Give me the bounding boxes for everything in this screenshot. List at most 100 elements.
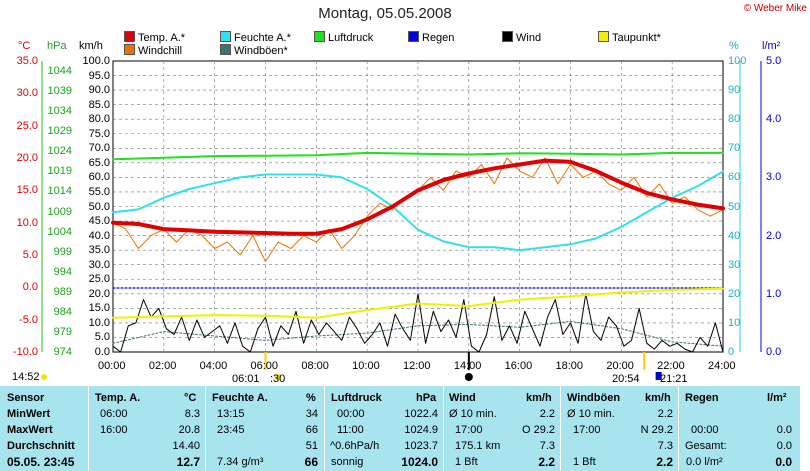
wind-tick-label: 45.0	[88, 215, 110, 228]
wind-tick-label: 65.0	[88, 156, 110, 169]
row-min-label: MinWert	[7, 408, 51, 420]
time-tick-label: 06:00	[250, 360, 279, 372]
min-press-time: 00:00	[337, 408, 365, 420]
header-gust-unit: km/h	[645, 392, 671, 404]
legend-swatch-gusts	[220, 44, 231, 55]
wind-tick-label: 30.0	[88, 258, 110, 271]
max-gust-time: 17:00	[573, 424, 601, 436]
max-hum-value: 66	[305, 424, 318, 436]
rain-tick-label: 5.0	[766, 55, 782, 67]
wind-tick-label: 5.0	[94, 331, 110, 344]
wind-axis-unit: km/h	[79, 40, 103, 52]
min-temp-time: 06:00	[100, 408, 128, 420]
pressure-tick-label: 989	[53, 285, 72, 298]
rain-tick-label: 0.0	[766, 346, 782, 358]
current-abs-humidity: 7.34 g/m³	[217, 456, 264, 468]
max-wind-time: 17:00	[455, 424, 483, 436]
moon-phase-icon	[464, 373, 473, 381]
avg-hum-value: 51	[305, 440, 318, 452]
wind-tick-label: 25.0	[88, 273, 110, 286]
wind-tick-label: 75.0	[88, 127, 110, 140]
wind-tick-label: 55.0	[88, 185, 110, 198]
humidity-tick-label: 80	[728, 113, 741, 126]
time-tick-label: 22:00	[657, 360, 685, 372]
header-humidity-unit: %	[306, 392, 316, 404]
row-max-label: MaxWert	[7, 424, 53, 436]
current-gust-bft: 1 Bft	[573, 456, 596, 468]
wind-tick-label: 10.0	[88, 316, 110, 329]
time-tick-label: 10:00	[352, 360, 380, 372]
header-humidity: Feuchte A.	[212, 392, 268, 404]
copyright-text: © Weber Mike	[743, 3, 807, 14]
wind-tick-label: 70.0	[88, 142, 110, 155]
wind-tick-label: 90.0	[88, 84, 110, 97]
avg-press-trend: ^0.6hPa/h	[330, 440, 380, 452]
min-temp-value: 8.3	[184, 408, 200, 420]
legend-dewpoint: Taupunkt*	[598, 31, 661, 44]
min-gust-label: Ø 10 min.	[567, 408, 615, 420]
wind-tick-label: 15.0	[88, 302, 110, 315]
current-wind-bft: 1 Bft	[455, 456, 478, 468]
pressure-tick-label: 1019	[47, 165, 72, 178]
wind-tick-label: 20.0	[88, 287, 110, 300]
pressure-tick-label: 1044	[47, 65, 72, 78]
max-rain-value: 0.0	[776, 424, 792, 436]
header-wind-unit: km/h	[526, 392, 552, 404]
legend-swatch-dewpoint	[598, 31, 609, 42]
avg-temp-value: 14.40	[172, 440, 200, 452]
moonset-time: 14:52	[12, 371, 40, 383]
max-gust-value: N 29.2	[640, 424, 673, 436]
humidity-tick-label: 30	[728, 258, 741, 271]
time-tick-label: 14:00	[453, 360, 482, 372]
pressure-tick-label: 994	[53, 265, 72, 278]
moonrise-time: 21:21	[660, 373, 688, 385]
sunrise-end-time: :30	[270, 373, 286, 385]
stats-table	[0, 386, 800, 471]
current-wind-value: 2.2	[538, 455, 555, 469]
humidity-tick-label: 60	[728, 171, 741, 184]
time-tick-label: 20:00	[606, 360, 634, 372]
header-pressure: Luftdruck	[331, 392, 382, 404]
humidity-tick-label: 20	[728, 287, 741, 300]
series-line-luftdruck	[112, 151, 724, 161]
legend-swatch-rain	[408, 31, 419, 42]
temp-tick-label: 20.0	[16, 152, 38, 164]
temp-tick-label: 35.0	[16, 55, 38, 67]
max-temp-time: 16:00	[100, 424, 128, 436]
min-hum-time: 13:15	[217, 408, 245, 420]
time-tick-label: 02:00	[148, 360, 177, 372]
current-temp-value: 12.7	[176, 455, 200, 469]
header-rain-unit: l/m²	[767, 392, 787, 404]
wind-tick-label: 60.0	[88, 171, 110, 184]
pressure-tick-label: 1004	[47, 225, 72, 238]
current-hum-value: 66	[304, 455, 318, 469]
moonrise-icon	[655, 372, 662, 380]
humidity-tick-label: 50	[728, 200, 741, 213]
series-line-feuchte-a	[112, 170, 724, 252]
series-line-wind	[112, 293, 724, 353]
row-avg-label: Durchschnitt	[7, 440, 75, 452]
humidity-tick-label: 100	[728, 55, 747, 67]
min-press-value: 1022.4	[404, 408, 438, 420]
wind-tick-label: 100.0	[82, 55, 110, 67]
max-wind-value: O 29.2	[521, 424, 555, 436]
rain-axis-unit: l/m²	[762, 40, 781, 52]
legend-swatch-wind	[502, 31, 513, 42]
wind-tick-label: 80.0	[88, 113, 110, 126]
max-rain-time: 00:00	[691, 424, 719, 436]
time-tick-label: 16:00	[504, 360, 533, 372]
temp-tick-label: -10.0	[12, 346, 38, 358]
wind-tick-label: 35.0	[88, 244, 110, 257]
temp-tick-label: -5.0	[19, 313, 38, 326]
chart-title: Montag, 05.05.2008	[318, 5, 452, 22]
wind-tick-label: 40.0	[88, 229, 110, 242]
temp-tick-label: 5.0	[22, 249, 38, 261]
time-tick-label: 08:00	[301, 360, 329, 372]
rain-tick-label: 2.0	[766, 229, 782, 242]
sunrise-time: 06:01	[232, 373, 260, 385]
legend-swatch-pressure	[314, 31, 325, 42]
max-temp-value: 20.8	[178, 424, 200, 436]
rain-tick-label: 4.0	[766, 113, 782, 126]
weather-chart	[41, 60, 762, 381]
pressure-tick-label: 1034	[47, 105, 72, 118]
